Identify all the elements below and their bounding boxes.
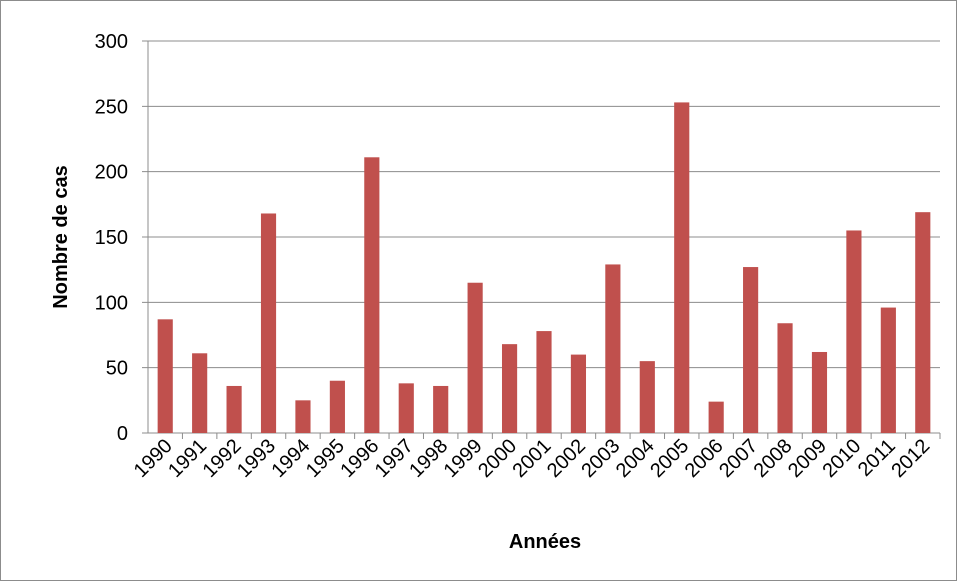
bar <box>708 401 724 433</box>
bar <box>880 307 896 433</box>
bar <box>157 319 173 433</box>
y-tick-label: 0 <box>117 423 128 445</box>
y-tick-label: 100 <box>95 292 128 314</box>
y-tick-label: 200 <box>95 162 128 184</box>
bar <box>501 344 518 433</box>
bar <box>433 385 449 433</box>
x-axis-title: Années <box>509 531 581 553</box>
bar <box>467 282 483 433</box>
bar <box>295 400 311 433</box>
bar <box>329 380 345 433</box>
bar <box>674 102 690 433</box>
y-tick-label: 50 <box>106 358 128 380</box>
y-tick-label: 250 <box>95 96 128 118</box>
bar <box>570 354 587 433</box>
bar <box>398 383 414 433</box>
bar <box>226 385 242 433</box>
y-axis-title: Nombre de cas <box>50 165 72 308</box>
bar <box>811 351 828 433</box>
bar <box>915 212 931 433</box>
bar <box>364 157 380 433</box>
bar <box>260 213 277 433</box>
y-tick-label: 300 <box>95 31 128 53</box>
bar <box>192 353 208 433</box>
bar <box>743 267 759 433</box>
y-tick-label: 150 <box>95 227 128 249</box>
bar <box>639 361 655 433</box>
bar <box>536 331 552 433</box>
bar <box>777 323 793 433</box>
bar <box>846 230 862 433</box>
bar <box>605 264 621 433</box>
